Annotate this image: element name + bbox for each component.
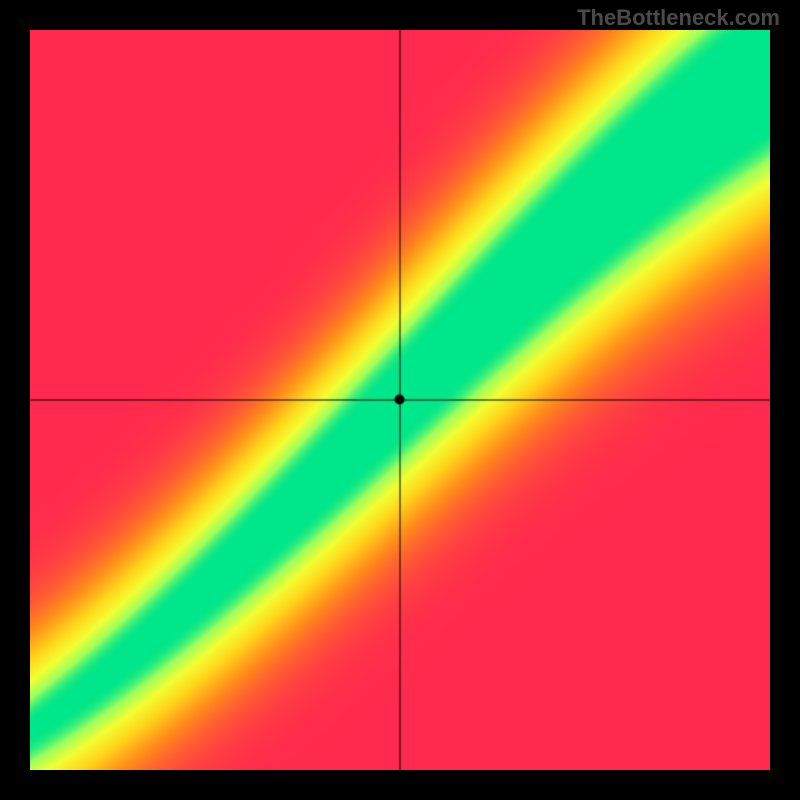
heatmap-canvas — [30, 30, 770, 770]
heatmap-plot — [30, 30, 770, 770]
chart-container: TheBottleneck.com — [0, 0, 800, 800]
watermark-text: TheBottleneck.com — [577, 5, 780, 31]
